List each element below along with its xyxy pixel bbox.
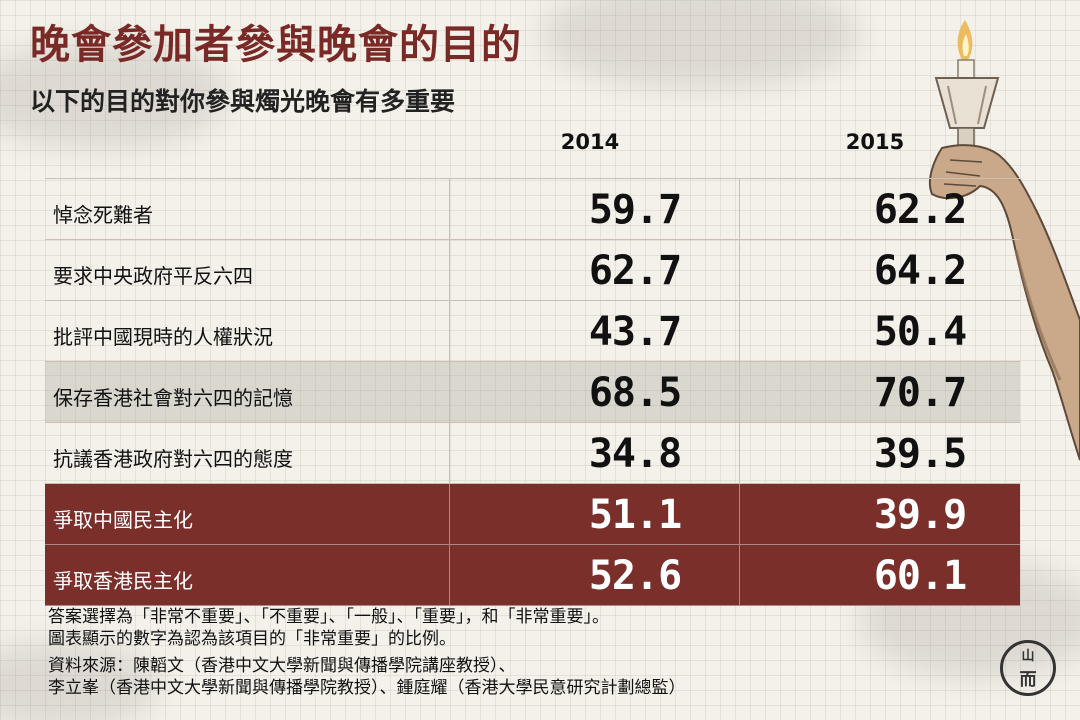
value-2014: 52.6 xyxy=(588,553,682,599)
value-2015: 39.5 xyxy=(873,431,967,477)
value-2014: 34.8 xyxy=(588,431,682,477)
column-header-2014: 2014 xyxy=(560,130,620,154)
column-divider xyxy=(449,301,450,361)
table-row-emphasized: 爭取香港民主化 52.6 60.1 xyxy=(45,545,1020,606)
column-divider xyxy=(739,423,740,483)
column-divider xyxy=(449,484,450,544)
column-divider xyxy=(739,240,740,300)
finger-lines xyxy=(943,159,983,187)
source-line-2: 李立峯（香港中文大學新聞與傳播學院教授）、鍾庭耀（香港大學民意研究計劃總監） xyxy=(48,678,686,698)
value-2015: 60.1 xyxy=(873,553,967,599)
table-row: 要求中央政府平反六四 62.7 64.2 xyxy=(45,240,1020,301)
row-label: 抗議香港政府對六四的態度 xyxy=(53,447,293,471)
data-table: 悼念死難者 59.7 62.2 要求中央政府平反六四 62.7 64.2 批評中… xyxy=(45,178,1020,606)
ink-smudge xyxy=(540,0,860,90)
arm xyxy=(928,144,1080,461)
candle-arm-illustration xyxy=(928,20,1080,461)
column-divider xyxy=(449,179,450,239)
page-subtitle: 以下的目的對你參與燭光晚會有多重要 xyxy=(30,87,456,116)
row-label: 悼念死難者 xyxy=(53,203,153,227)
column-header-2015: 2015 xyxy=(845,130,905,154)
column-divider xyxy=(739,179,740,239)
note-answer-scale: 答案選擇為「非常不重要」、「不重要」、「一般」、「重要」，和「非常重要」。 xyxy=(48,607,609,627)
column-divider xyxy=(449,240,450,300)
column-divider xyxy=(739,545,740,605)
column-divider xyxy=(739,484,740,544)
value-2015: 70.7 xyxy=(873,370,967,416)
value-2015: 50.4 xyxy=(873,309,967,355)
row-label: 批評中國現時的人權狀況 xyxy=(53,325,273,349)
value-2015: 64.2 xyxy=(873,248,967,294)
page-title: 晚會參加者參與晚會的目的 xyxy=(30,21,522,68)
value-2014: 68.5 xyxy=(588,370,682,416)
value-2015: 62.2 xyxy=(873,187,967,233)
table-row: 悼念死難者 59.7 62.2 xyxy=(45,178,1020,240)
candle-cup xyxy=(934,77,1000,129)
flame-core xyxy=(962,34,969,56)
source-line-1: 資料來源：陳韜文（香港中文大學新聞與傳播學院講座教授）、 xyxy=(48,656,516,676)
logo-icon: 山 而 xyxy=(1000,640,1056,696)
column-divider xyxy=(449,545,450,605)
table-row-highlighted: 保存香港社會對六四的記憶 68.5 70.7 xyxy=(45,362,1020,423)
table-row-emphasized: 爭取中國民主化 51.1 39.9 xyxy=(45,484,1020,545)
row-label: 爭取香港民主化 xyxy=(53,569,193,593)
row-label: 要求中央政府平反六四 xyxy=(53,264,253,288)
footnotes: 答案選擇為「非常不重要」、「不重要」、「一般」、「重要」，和「非常重要」。 圖表… xyxy=(48,606,686,699)
value-2015: 39.9 xyxy=(873,492,967,538)
value-2014: 59.7 xyxy=(588,187,682,233)
column-divider xyxy=(449,362,450,422)
cup-shading xyxy=(947,85,987,125)
arm-shading xyxy=(1014,249,1062,381)
table-row: 批評中國現時的人權狀況 43.7 50.4 xyxy=(45,301,1020,362)
value-2014: 62.7 xyxy=(588,248,682,294)
column-divider xyxy=(739,301,740,361)
column-divider xyxy=(739,362,740,422)
table-row: 抗議香港政府對六四的態度 34.8 39.5 xyxy=(45,423,1020,484)
value-2014: 51.1 xyxy=(588,492,682,538)
row-label: 爭取中國民主化 xyxy=(53,508,193,532)
ink-smudge xyxy=(0,40,230,150)
value-2014: 43.7 xyxy=(588,309,682,355)
note-definition: 圖表顯示的數字為認為該項目的「非常重要」的比例。 xyxy=(48,629,456,649)
row-label: 保存香港社會對六四的記憶 xyxy=(53,386,293,410)
column-divider xyxy=(449,423,450,483)
